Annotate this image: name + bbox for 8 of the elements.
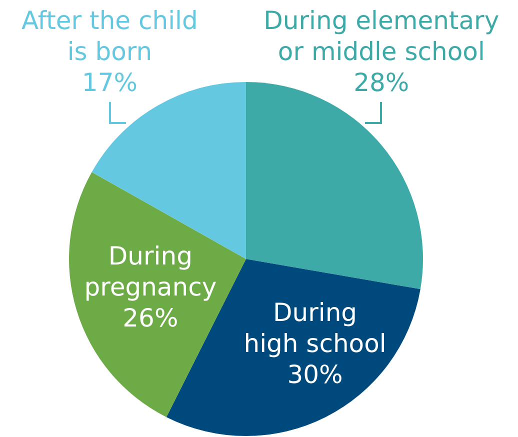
data-label: 26% [122, 304, 178, 333]
slice-label: After the child is born [22, 6, 198, 66]
slice-label: During elementary or middle school [264, 6, 500, 66]
data-label: 17% [82, 68, 138, 98]
data-label: 30% [287, 360, 343, 390]
data-label: 28% [354, 68, 410, 98]
slice-label: During pregnancy [84, 242, 217, 302]
slice-label: During high school [244, 298, 386, 358]
